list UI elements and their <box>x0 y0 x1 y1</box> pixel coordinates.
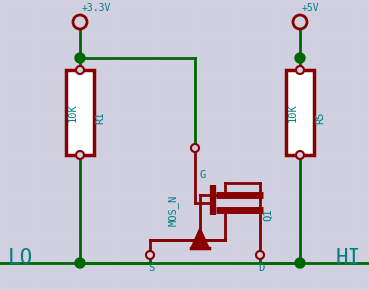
Text: HI: HI <box>336 248 361 268</box>
Text: 10K: 10K <box>68 103 78 122</box>
Circle shape <box>75 53 85 63</box>
Text: S: S <box>148 263 154 273</box>
Circle shape <box>75 258 85 268</box>
Circle shape <box>256 251 264 259</box>
Text: 10K: 10K <box>288 103 298 122</box>
Circle shape <box>146 251 154 259</box>
Polygon shape <box>191 228 209 248</box>
Circle shape <box>73 15 87 29</box>
Text: LO: LO <box>8 248 33 268</box>
Text: G: G <box>200 170 206 180</box>
Circle shape <box>293 15 307 29</box>
Circle shape <box>76 66 84 74</box>
Text: Q1: Q1 <box>263 209 273 221</box>
Circle shape <box>296 151 304 159</box>
Text: R1: R1 <box>95 111 105 124</box>
Circle shape <box>191 144 199 152</box>
Text: D: D <box>258 263 264 273</box>
Circle shape <box>76 151 84 159</box>
Circle shape <box>295 258 305 268</box>
Text: +3.3V: +3.3V <box>82 3 111 13</box>
Bar <box>66 70 94 155</box>
Text: +5V: +5V <box>302 3 320 13</box>
Text: R5: R5 <box>315 111 325 124</box>
Circle shape <box>296 66 304 74</box>
Circle shape <box>295 53 305 63</box>
Text: MOS_N: MOS_N <box>168 194 179 226</box>
Bar <box>286 70 314 155</box>
